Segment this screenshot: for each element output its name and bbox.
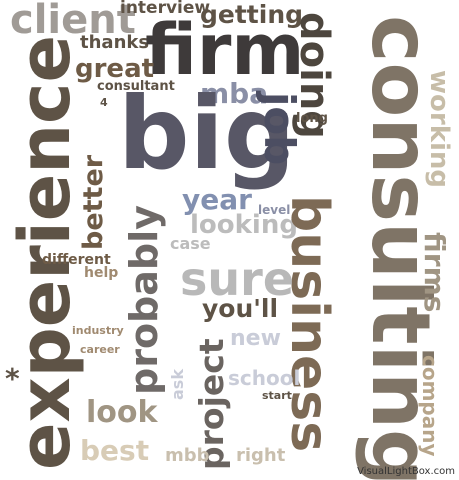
word-look: look <box>86 395 158 430</box>
word-long: long <box>296 111 328 126</box>
word-great: great <box>75 54 155 84</box>
word-level: level <box>258 203 291 217</box>
word-thanks: thanks <box>80 32 150 53</box>
word-client: client <box>10 0 136 43</box>
word-start: start <box>262 389 292 402</box>
word-case: case <box>170 234 211 253</box>
word-help: help <box>84 265 119 281</box>
word-career: career <box>80 343 120 356</box>
word-working: working <box>424 70 454 189</box>
word-looking: looking <box>190 210 298 240</box>
word-4: 4 <box>100 96 108 109</box>
word-consultant: consultant <box>97 79 175 94</box>
word-big: big <box>118 75 296 192</box>
word-industry: industry <box>72 324 124 337</box>
word-right: right <box>236 445 286 466</box>
word-you-ll: you'll <box>202 294 279 323</box>
word-asterisk: * <box>5 362 20 395</box>
word-sure: sure <box>180 252 295 306</box>
word-school: school <box>228 366 301 390</box>
word-business: business <box>279 195 339 453</box>
word-company: company <box>418 355 442 457</box>
watermark-credit: VisualLightBox.com <box>357 466 455 477</box>
word-interview: interview <box>120 0 211 18</box>
word-best: best <box>80 434 150 467</box>
word-better: better <box>78 154 109 250</box>
word-job: job <box>255 92 304 166</box>
word-new: new <box>230 326 281 351</box>
word-firms: firms <box>418 232 451 313</box>
word-mbb: mbb <box>165 445 210 466</box>
word-year: year <box>182 183 252 216</box>
word-probably: probably <box>122 205 166 395</box>
word-different: different <box>42 252 111 268</box>
word-mba: mba <box>200 77 269 110</box>
word-getting: getting <box>200 0 304 29</box>
word-ask: ask <box>168 369 187 400</box>
word-firm: firm <box>145 9 305 91</box>
